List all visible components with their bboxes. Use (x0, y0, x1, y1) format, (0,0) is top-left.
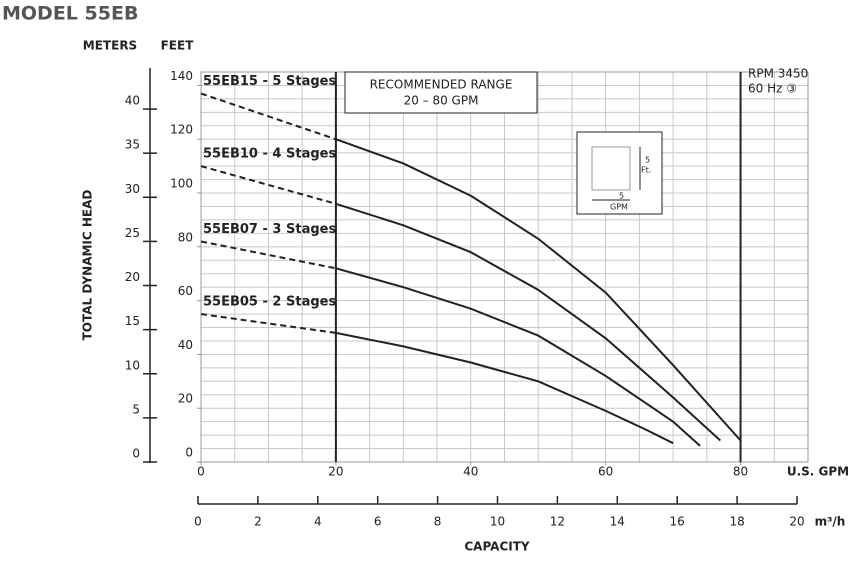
grid-legend: 5 Ft. 5 GPM (576, 131, 663, 215)
y2-tick-label: 40 (125, 94, 140, 108)
y2-tick-label: 10 (125, 358, 140, 372)
curve (335, 267, 701, 447)
rpm: RPM 3450 (748, 67, 808, 81)
chart-title: MODEL 55EB (2, 3, 138, 25)
x2-tick-label: 14 (610, 515, 625, 529)
y2-tick-label: 20 (125, 270, 140, 284)
x-label: CAPACITY (464, 540, 530, 554)
series-label: 55EB07 - 3 Stages (203, 222, 336, 237)
x-tick-label: 80 (733, 465, 748, 479)
curve (335, 331, 674, 445)
x2-tick-label: 8 (434, 515, 442, 529)
series-label: 55EB10 - 4 Stages (203, 147, 336, 162)
x2-tick-label: 0 (194, 515, 202, 529)
y-tick-label: 120 (170, 123, 193, 137)
grid-x-unit: GPM (610, 203, 628, 212)
y2-tick-label: 5 (132, 402, 140, 416)
y-unit: FEET (161, 39, 195, 53)
curve-extension (200, 92, 337, 141)
series-label: 55EB05 - 2 Stages (203, 295, 336, 310)
y2-tick-label: 30 (125, 182, 140, 196)
range-box (344, 71, 538, 114)
x2-tick-label: 18 (729, 515, 744, 529)
y2-tick-label: 0 (132, 447, 140, 461)
curve (335, 202, 721, 442)
x-tick-label: 40 (463, 465, 478, 479)
curve-extension (200, 165, 337, 205)
y2-tick-label: 15 (125, 314, 140, 328)
hz: 60 Hz ③ (748, 82, 797, 96)
y-tick-label: 20 (178, 392, 193, 406)
x-unit: U.S. GPM (787, 465, 849, 479)
series-label: 55EB15 - 5 Stages (203, 74, 336, 89)
x2-tick-label: 12 (550, 515, 565, 529)
range-title: RECOMMENDED RANGE (370, 78, 513, 92)
y2-tick-label: 25 (125, 226, 140, 240)
x2-tick-label: 16 (670, 515, 685, 529)
x-tick-label: 20 (328, 465, 343, 479)
grid (200, 71, 809, 463)
x-tick-label: 0 (197, 465, 205, 479)
y-label: TOTAL DYNAMIC HEAD (81, 190, 95, 341)
curve-extension (200, 240, 337, 270)
grid-x-step: 5 (619, 192, 624, 201)
range-label: 20 – 80 GPM (404, 94, 479, 108)
grid-y-unit: Ft. (641, 166, 651, 175)
x2-tick-label: 4 (314, 515, 322, 529)
x2-unit: m³/h (815, 515, 846, 529)
x2-tick-label: 10 (490, 515, 505, 529)
y2-unit: METERS (83, 39, 137, 53)
y2-tick-label: 35 (125, 138, 140, 152)
y-tick-label: 40 (178, 338, 193, 352)
y-tick-label: 140 (170, 69, 193, 83)
y-tick-label: 100 (170, 177, 193, 191)
x-tick-label: 60 (598, 465, 613, 479)
x2-tick-label: 2 (254, 515, 262, 529)
x2-tick-label: 6 (374, 515, 382, 529)
x2-tick-label: 20 (789, 515, 804, 529)
grid-y-step: 5 (645, 156, 650, 165)
curve (335, 138, 742, 442)
curve-extension (200, 313, 337, 334)
y-tick-label: 60 (178, 284, 193, 298)
y-tick-label: 80 (178, 230, 193, 244)
y-tick-label: 0 (185, 446, 193, 460)
